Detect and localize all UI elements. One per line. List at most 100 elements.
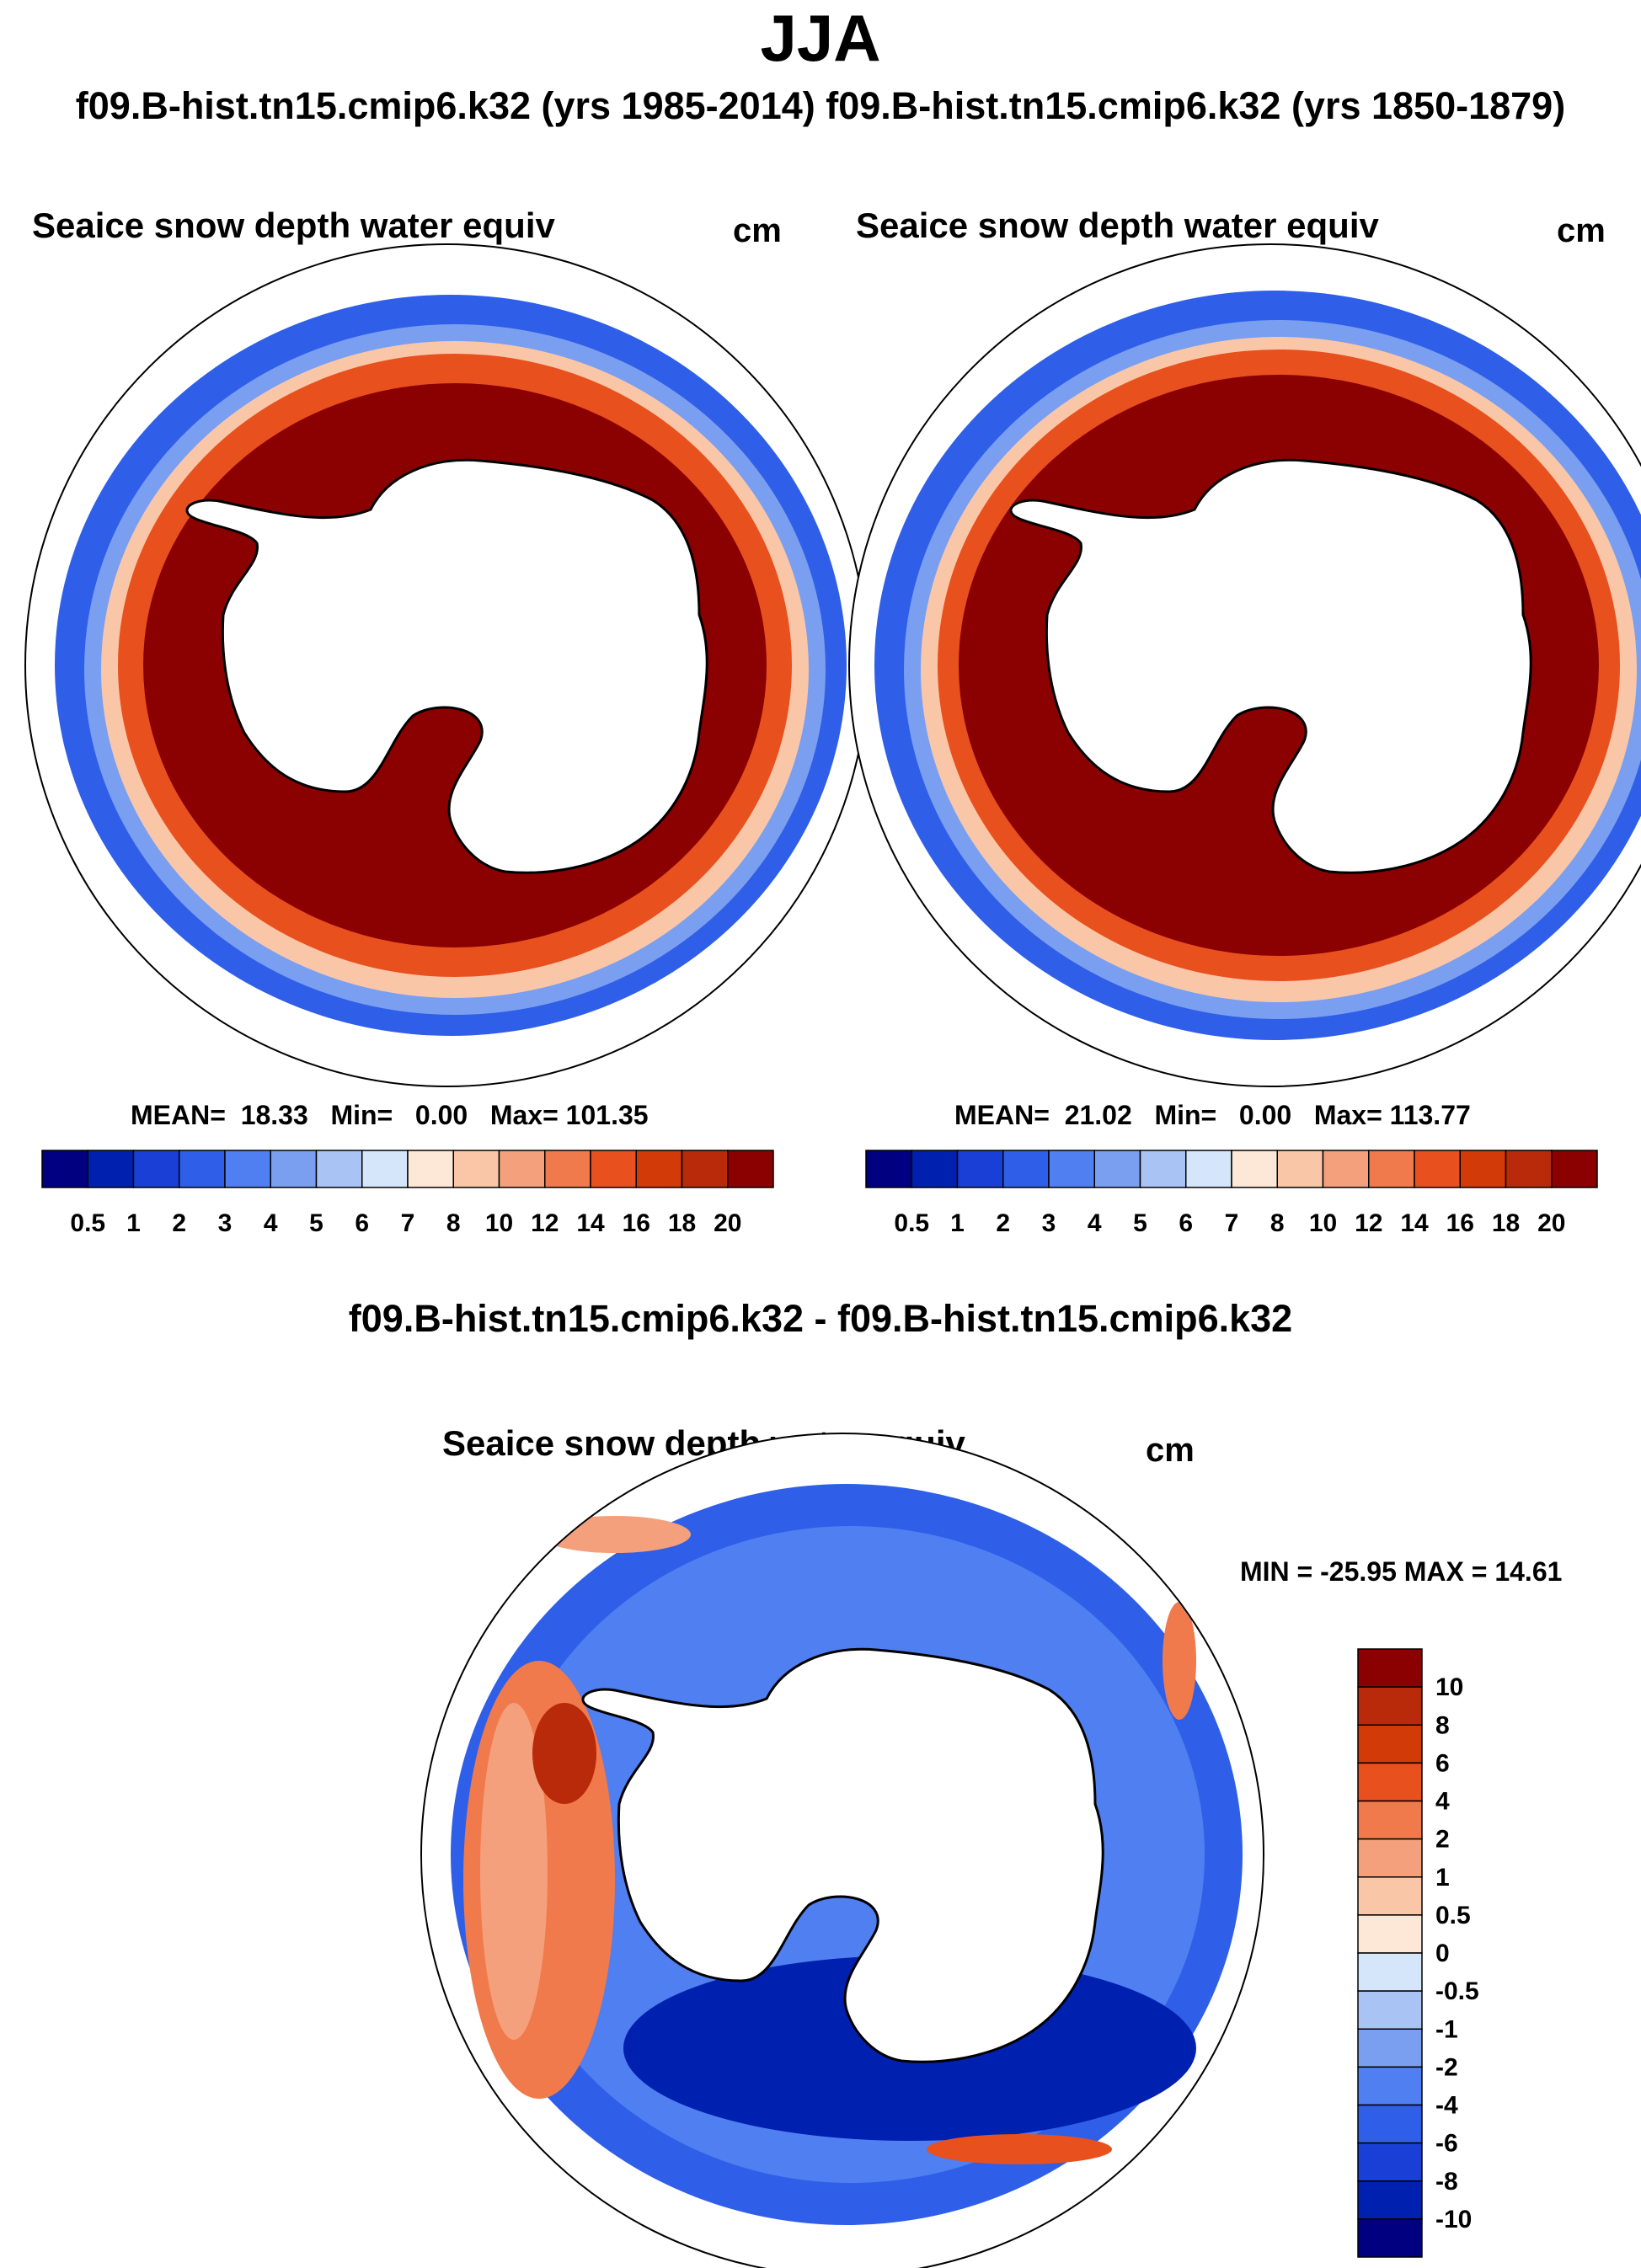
colorbar-difference: 10 8 6 4 2 1 0.5 0 -0.5 -1 -2 -4 -6 -8 -10 xyxy=(1357,1648,1479,2258)
colorbar-label: 8 xyxy=(1270,1209,1285,1237)
panel-2-title: Seaice snow depth water equiv xyxy=(856,205,1379,245)
diff-positive-north xyxy=(539,1516,691,1553)
colorbar-swatch xyxy=(727,1150,774,1188)
colorbar-swatch xyxy=(1357,1800,1423,1840)
colorbar-swatch xyxy=(1357,1686,1423,1726)
max-label: Max= xyxy=(489,1100,559,1130)
colorbar-swatch xyxy=(1048,1150,1095,1188)
colorbar-label: 16 xyxy=(1446,1209,1474,1237)
colorbar-swatch xyxy=(179,1150,226,1188)
colorbar-label: 1 xyxy=(126,1209,141,1237)
colorbar-label: -2 xyxy=(1435,2053,1458,2081)
colorbar-swatch xyxy=(315,1150,363,1188)
diff-positive-streak xyxy=(927,2134,1112,2164)
colorbar-label: 10 xyxy=(485,1209,513,1237)
colorbar-swatch xyxy=(1551,1150,1598,1188)
colorbar-label: 6 xyxy=(1179,1209,1193,1237)
colorbar-swatch xyxy=(1185,1150,1232,1188)
colorbar-swatch xyxy=(1357,2066,1423,2106)
colorbar-label: 12 xyxy=(531,1209,559,1237)
colorbar-label: -10 xyxy=(1435,2206,1472,2233)
max-value: 101.35 xyxy=(565,1100,649,1130)
panel-2-stats: MEAN= 21.02 Min= 0.00 Max= 113.77 xyxy=(954,1100,1471,1131)
mean-label: MEAN= xyxy=(131,1100,226,1130)
colorbar-label: 20 xyxy=(714,1209,741,1237)
colorbar-swatch xyxy=(1139,1150,1187,1188)
colorbar-label: 2 xyxy=(996,1209,1010,1237)
colorbar-swatch xyxy=(407,1150,454,1188)
colorbar-swatch xyxy=(1357,1724,1423,1764)
colorbar-swatch xyxy=(1459,1150,1507,1188)
diff-positive-peak xyxy=(532,1703,596,1804)
map-panel-2 xyxy=(848,243,1641,1087)
mean-value: 21.02 xyxy=(1064,1100,1132,1130)
colorbar-swatch xyxy=(1357,2218,1423,2258)
colorbar-swatch xyxy=(1357,2104,1423,2144)
colorbar-swatch xyxy=(1357,1952,1423,1992)
mean-label: MEAN= xyxy=(954,1100,1050,1130)
diff-positive-pale xyxy=(480,1703,548,2040)
difference-minmax: MIN = -25.95 MAX = 14.61 xyxy=(1240,1556,1563,1587)
colorbar-swatch xyxy=(681,1150,729,1188)
colorbar-label: 10 xyxy=(1309,1209,1337,1237)
colorbar-swatch xyxy=(1357,2028,1423,2068)
colorbar-label: 16 xyxy=(623,1209,650,1237)
colorbar-label: 12 xyxy=(1355,1209,1382,1237)
colorbar-label: 20 xyxy=(1537,1209,1565,1237)
colorbar-swatch xyxy=(1231,1150,1278,1188)
colorbar-label: 4 xyxy=(264,1209,278,1237)
panel-1-stats: MEAN= 18.33 Min= 0.00 Max= 101.35 xyxy=(131,1100,649,1131)
colorbar-label: 1 xyxy=(950,1209,965,1237)
colorbar-label: 7 xyxy=(401,1209,415,1237)
colorbar-swatch xyxy=(41,1150,88,1188)
colorbar-swatch xyxy=(224,1150,271,1188)
colorbar-label: 1 xyxy=(1435,1864,1450,1892)
colorbar-label: 5 xyxy=(1133,1209,1147,1237)
colorbar-label: -6 xyxy=(1435,2130,1458,2158)
colorbar-swatch xyxy=(590,1150,637,1188)
colorbar-label: 3 xyxy=(1042,1209,1056,1237)
colorbar-swatch xyxy=(1357,2142,1423,2182)
colorbar-swatch xyxy=(1357,1914,1423,1954)
colorbar-swatch xyxy=(361,1150,409,1188)
colorbar-label: 18 xyxy=(668,1209,696,1237)
colorbar-label: 4 xyxy=(1088,1209,1102,1237)
colorbar-label: -4 xyxy=(1435,2092,1458,2120)
colorbar-label: 8 xyxy=(1435,1711,1450,1739)
colorbar-swatch xyxy=(270,1150,318,1188)
colorbar-label: 6 xyxy=(1435,1749,1450,1777)
colorbar-label: 14 xyxy=(576,1209,605,1237)
colorbar-label: 5 xyxy=(309,1209,323,1237)
colorbar-label: 0.5 xyxy=(894,1209,929,1237)
max-value: 113.77 xyxy=(1389,1100,1471,1130)
colorbar-swatch xyxy=(1357,1838,1423,1878)
min-label: Min= xyxy=(330,1100,393,1130)
colorbar-swatch xyxy=(911,1150,959,1188)
colorbar-swatch xyxy=(1002,1150,1050,1188)
panel-1-title: Seaice snow depth water equiv xyxy=(32,205,555,245)
colorbar-swatch xyxy=(1505,1150,1553,1188)
colorbar-panel-1: 0.5 1 2 3 4 5 6 7 8 10 12 14 16 18 20 xyxy=(41,1150,774,1237)
colorbar-swatch xyxy=(1357,1990,1423,2030)
min-label: Min= xyxy=(1154,1100,1217,1130)
panel-1-units: cm xyxy=(733,212,782,249)
min-value: 0.00 xyxy=(1238,1100,1292,1130)
colorbar-label: 10 xyxy=(1435,1673,1463,1701)
colorbar-label: -8 xyxy=(1435,2168,1458,2196)
colorbar-label: 6 xyxy=(355,1209,369,1237)
subtitle: f09.B-hist.tn15.cmip6.k32 (yrs 1985-2014… xyxy=(75,84,1566,127)
colorbar-swatch xyxy=(498,1150,546,1188)
difference-header: f09.B-hist.tn15.cmip6.k32 - f09.B-hist.t… xyxy=(348,1297,1293,1340)
colorbar-panel-2: 0.5 1 2 3 4 5 6 7 8 10 12 14 16 18 20 xyxy=(865,1150,1598,1237)
colorbar-label: 3 xyxy=(218,1209,233,1237)
colorbar-label: 2 xyxy=(1435,1826,1450,1854)
map-difference xyxy=(420,1433,1264,2268)
panel-2-units: cm xyxy=(1557,212,1606,249)
colorbar-swatch xyxy=(1357,1648,1423,1688)
colorbar-label: 0.5 xyxy=(70,1209,105,1237)
diff-positive-east xyxy=(1163,1602,1196,1720)
colorbar-label: 14 xyxy=(1400,1209,1429,1237)
colorbar-label: 7 xyxy=(1225,1209,1239,1237)
mean-value: 18.33 xyxy=(240,1100,308,1130)
